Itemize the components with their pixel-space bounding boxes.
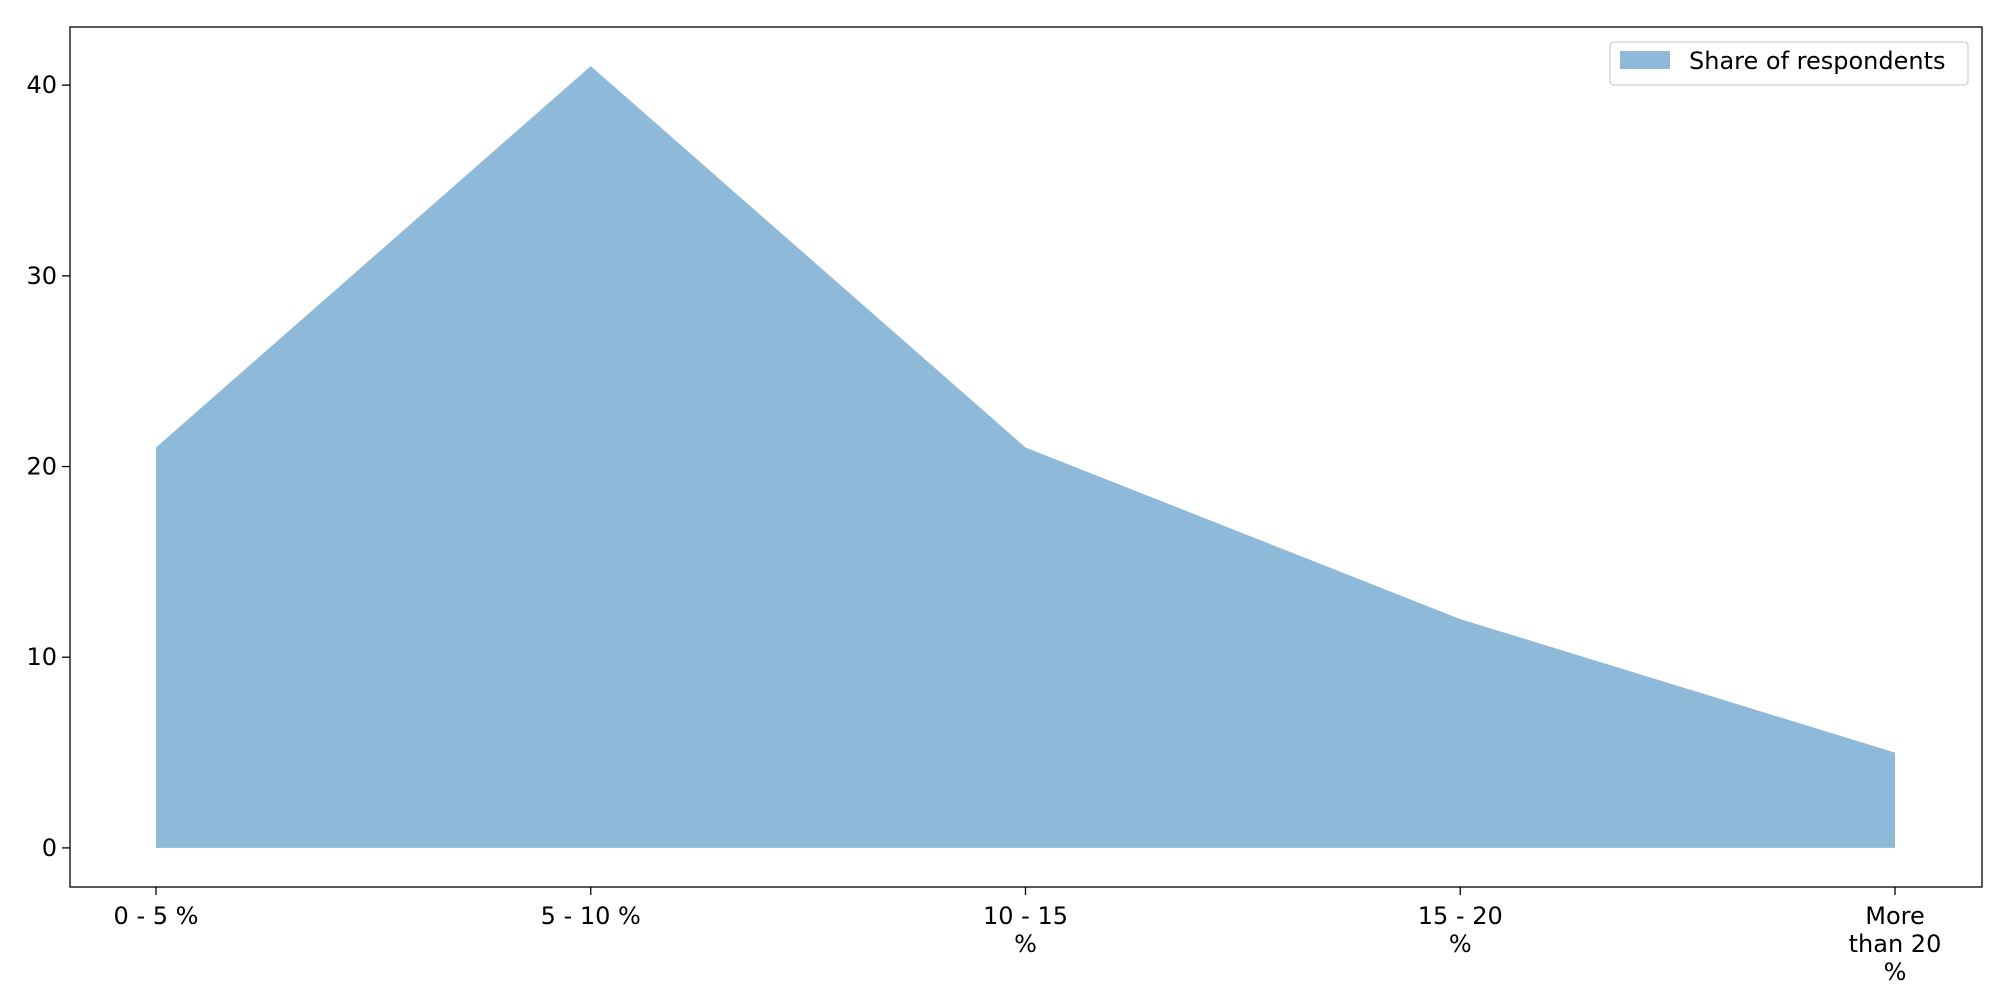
x-tick-label: 15 - 20%: [1418, 902, 1503, 958]
plot-frame: [69, 26, 1983, 888]
area-series-0: [156, 66, 1895, 848]
y-tick-label: 20: [26, 453, 57, 481]
x-tick-label: 0 - 5 %: [114, 902, 199, 930]
y-tick-label: 0: [42, 834, 57, 862]
y-tick-label: 30: [26, 262, 57, 290]
y-axis: 0 10 20 30 40: [26, 71, 70, 862]
x-axis: 0 - 5 % 5 - 10 % 10 - 15 % 15 - 20 % More than …: [114, 887, 1942, 986]
x-tick-label: More than 20%: [1849, 902, 1942, 986]
legend: Share of respondents: [1609, 41, 1969, 86]
y-tick-label: 40: [26, 71, 57, 99]
legend-label: Share of respondents: [1689, 47, 1946, 75]
x-tick-label: 5 - 10 %: [541, 902, 641, 930]
legend-swatch: [1620, 51, 1670, 69]
y-tick-label: 10: [26, 643, 57, 671]
x-tick-label: 10 - 15%: [983, 902, 1068, 958]
area-layer: [156, 66, 1895, 848]
legend-box: [1609, 41, 1969, 86]
